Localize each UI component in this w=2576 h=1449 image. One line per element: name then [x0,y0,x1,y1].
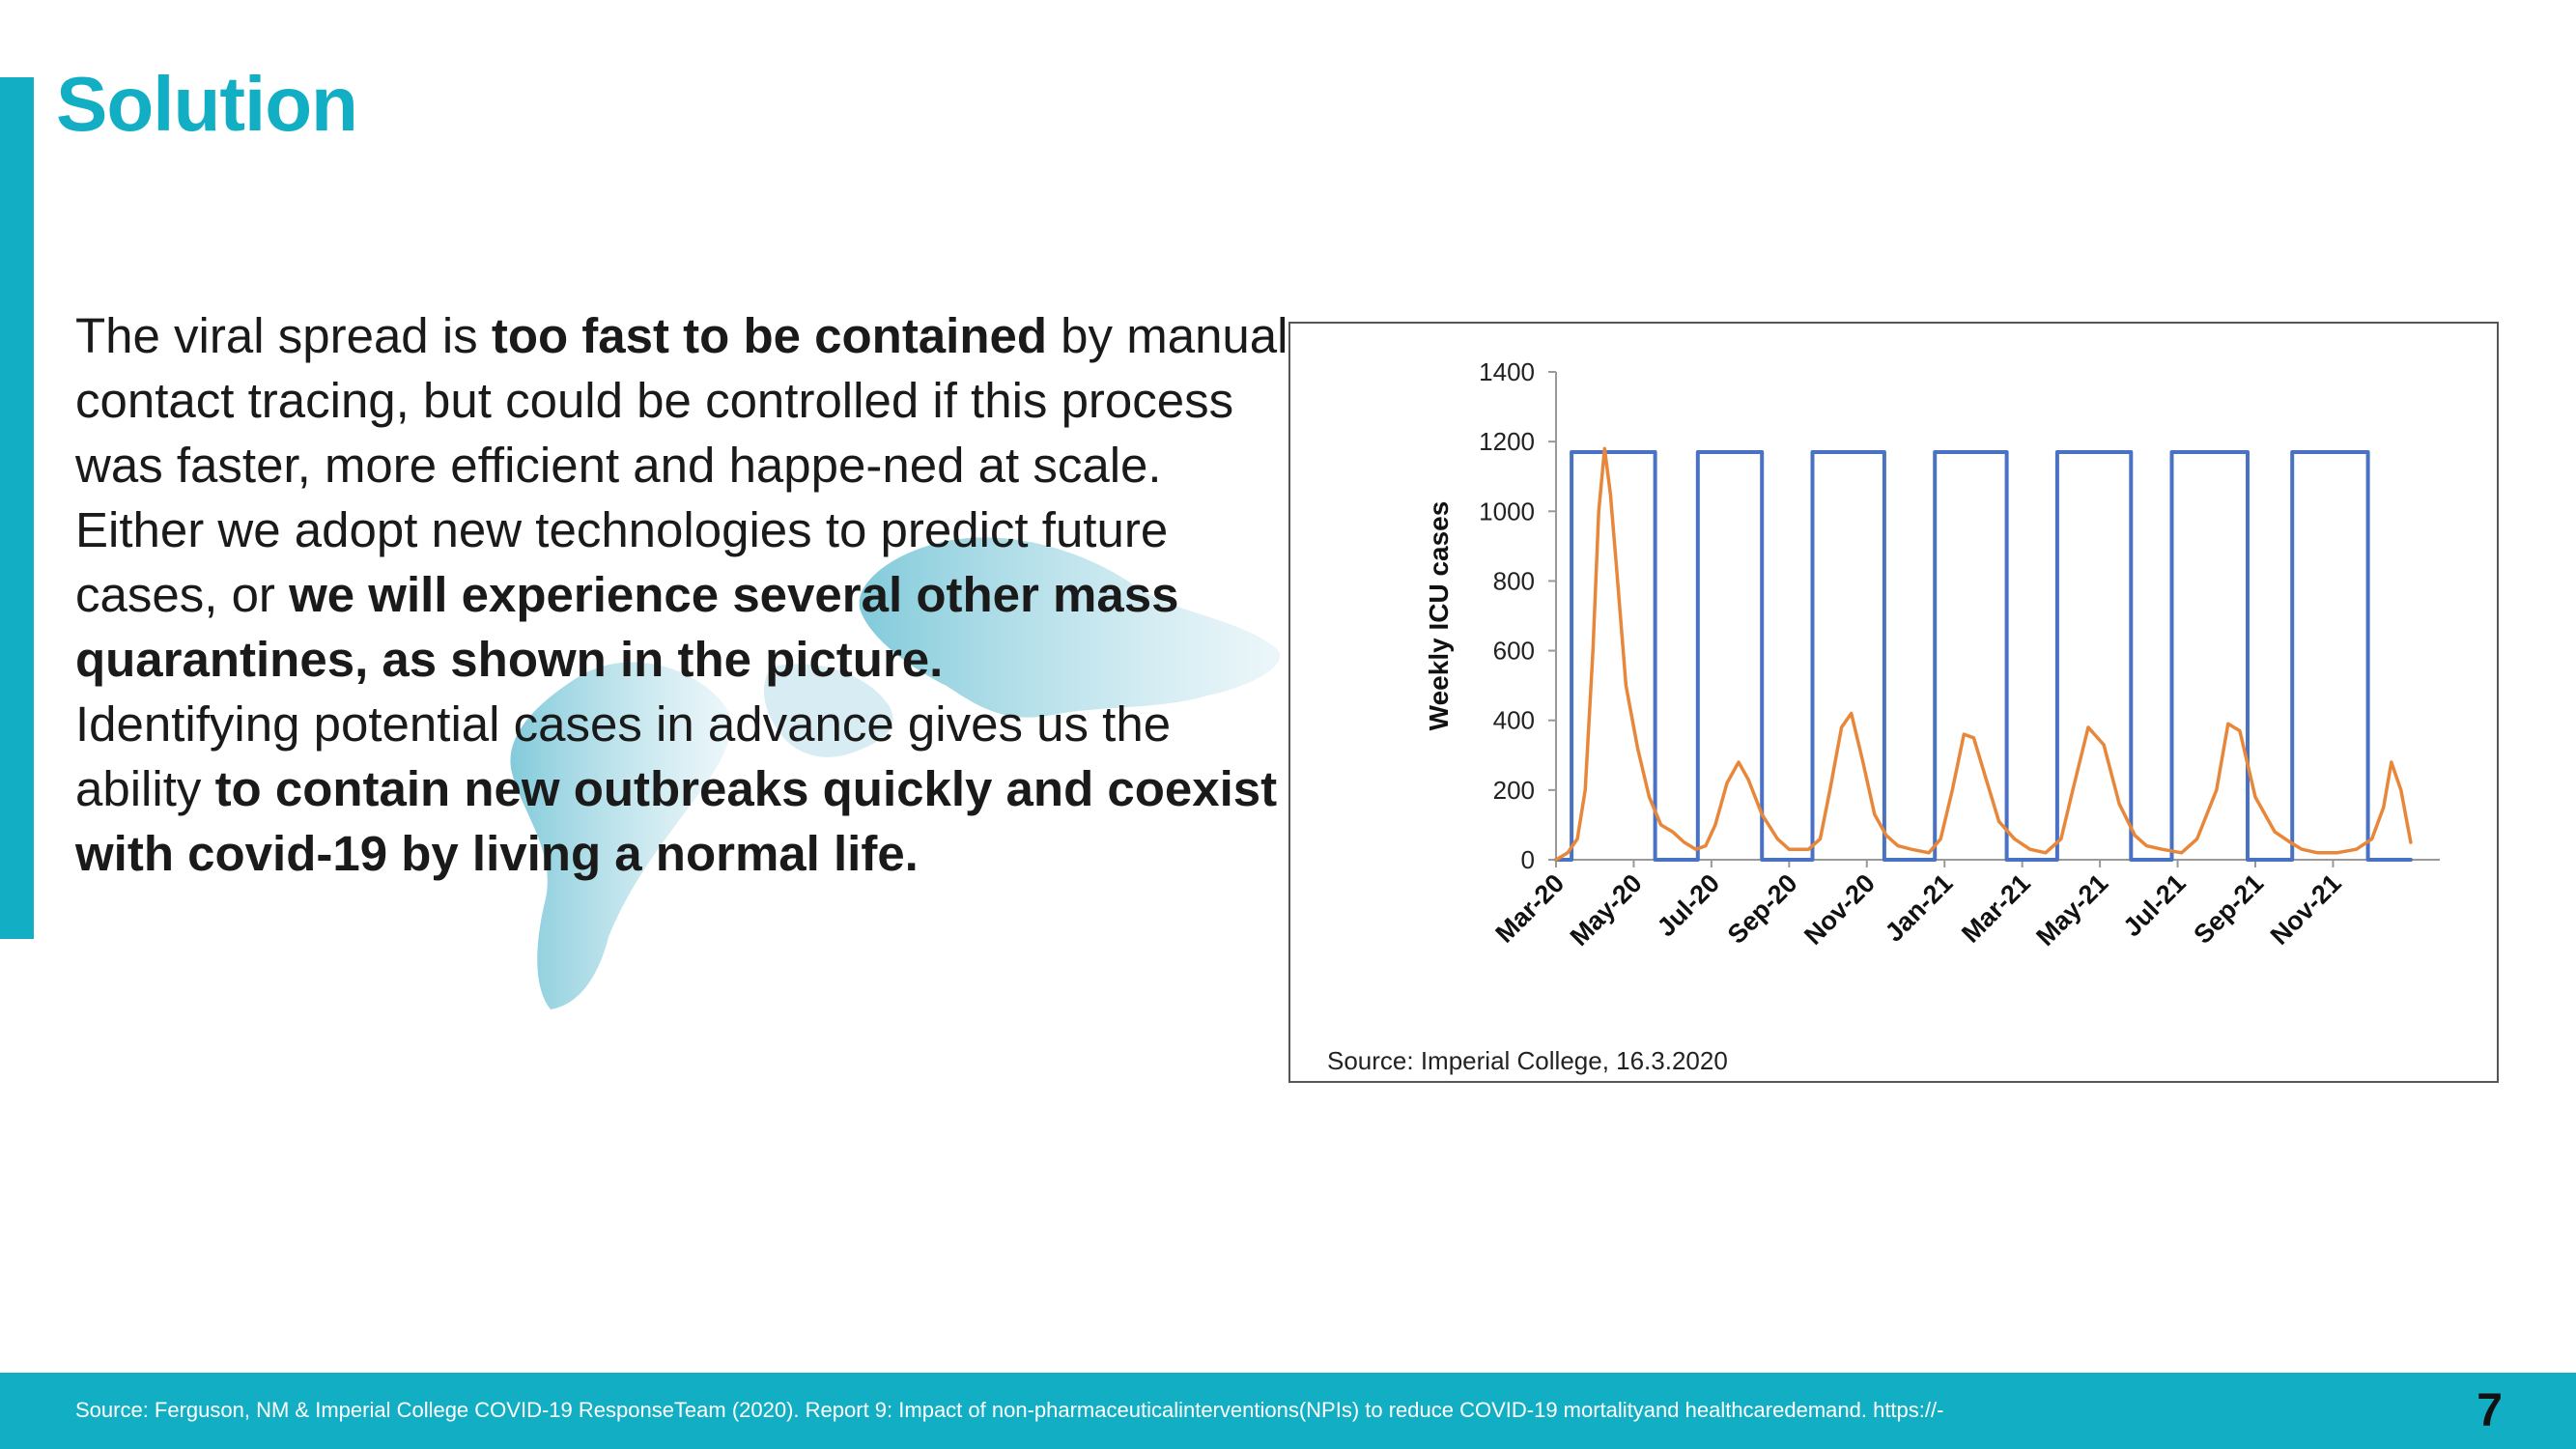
accent-bar [0,77,34,939]
world-map-decoration [510,537,1281,1009]
x-tick-label: Jul-21 [2117,868,2191,942]
footer-source: Source: Ferguson, NM & Imperial College … [75,1398,1944,1422]
y-tick-label: 1200 [1479,427,1535,456]
x-tick-label: Sep-20 [1722,868,1803,950]
footer: Source: Ferguson, NM & Imperial College … [0,1373,2576,1449]
icu-cases-series-line [1554,446,2413,862]
body-text: The viral spread is too fast to be conta… [75,303,1302,886]
page-title: Solution [56,61,358,147]
x-tick-label: Nov-21 [2265,868,2347,951]
y-tick-label: 200 [1493,776,1535,805]
x-tick-label: Sep-21 [2188,868,2269,950]
x-tick-label: Jul-20 [1652,868,1725,942]
body-text-run: by manual contact tracing, but could be … [75,308,1288,493]
y-tick-label: 800 [1493,566,1535,595]
y-tick-label: 0 [1521,845,1535,874]
y-tick-label: 600 [1493,637,1535,666]
x-tick-label: Jan-21 [1880,868,1959,948]
icu-cases-chart: 0 200 400 600 800 1000 1200 1400 Weekly ICU case… [1424,357,2440,952]
x-tick-label: Mar-21 [1956,868,2036,949]
emphasis-text: too fast to be contained [491,308,1048,363]
paragraph-1: The viral spread is too fast to be conta… [75,303,1302,497]
page-number: 7 [2477,1385,2503,1436]
icu-cases-figure: 0 200 400 600 800 1000 1200 1400 Weekly ICU case… [1288,322,2499,1083]
body-text-run: The viral spread is [75,308,492,363]
emphasis-text: to contain new outbreaks quickly and coe… [75,761,1278,881]
x-tick-label: May-21 [2030,868,2113,952]
x-tick-label: Mar-20 [1489,868,1570,949]
y-tick-label: 1400 [1479,357,1535,386]
x-tick-label: May-20 [1565,868,1648,952]
body-text-run: Identifying potential cases in advance g… [75,696,1172,816]
y-axis-title: Weekly ICU cases [1424,501,1454,731]
intervention-series-line [1554,450,2413,862]
x-tick-label: Nov-20 [1798,868,1881,951]
figure-source: Source: Imperial College, 16.3.2020 [1327,1046,1728,1075]
paragraph-3: Identifying potential cases in advance g… [75,692,1302,886]
y-tick-label: 1000 [1479,497,1535,526]
emphasis-text: we will experience several other mass qu… [75,567,1179,687]
y-tick-label: 400 [1493,706,1535,735]
paragraph-2: Either we adopt new technologies to pred… [75,497,1302,692]
body-text-run: Either we adopt new technologies to pred… [75,502,1169,622]
